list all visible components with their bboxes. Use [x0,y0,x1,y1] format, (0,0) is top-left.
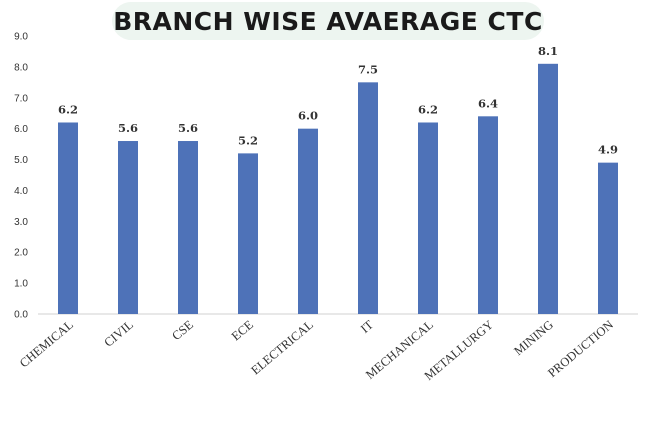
x-tick-label: CIVIL [101,318,136,350]
data-label: 8.1 [538,44,558,58]
y-tick-label: 5.0 [14,155,28,166]
y-tick-label: 6.0 [14,124,28,135]
y-tick-label: 2.0 [14,248,28,259]
y-tick-label: 8.0 [14,62,28,73]
y-tick-label: 9.0 [14,32,28,43]
x-tick-label: IT [358,317,376,336]
x-tick-label: ELECTRICAL [248,318,316,378]
data-label: 4.9 [598,143,618,157]
y-axis-ticks: 0.0 1.0 2.0 3.0 4.0 5.0 6.0 7.0 8.0 9.0 [14,32,28,321]
x-tick-label: CHEMICAL [17,318,76,371]
bar-cse [178,141,198,314]
x-tick-label: CSE [169,317,196,343]
x-tick-label: ECE [229,317,256,343]
chart-title: BRANCH WISE AVAERAGE CTC [113,6,543,36]
bar-ece [238,153,258,314]
data-label: 7.5 [358,62,378,76]
data-label: 6.2 [58,102,78,116]
bar-chemical [58,122,78,314]
bar-civil [118,141,138,314]
bar-electrical [298,128,318,314]
y-tick-label: 4.0 [14,186,28,197]
bar-mechanical [418,122,438,314]
y-tick-label: 1.0 [14,279,28,290]
bar-it [358,82,378,314]
y-tick-label: 0.0 [14,310,28,321]
bar-mining [538,63,558,314]
data-label: 6.4 [478,96,498,110]
data-label: 6.2 [418,102,438,116]
x-tick-label: PRODUCTION [545,318,616,381]
bar-production [598,162,618,314]
data-label: 5.6 [118,121,138,135]
data-labels: 6.2 5.6 5.6 5.2 6.0 7.5 6.2 6.4 8.1 4.9 [58,44,618,157]
data-label: 5.6 [178,121,198,135]
x-tick-label: MINING [511,318,556,359]
bar-metallurgy [478,116,498,314]
data-label: 6.0 [298,109,318,123]
y-tick-label: 7.0 [14,93,28,104]
y-tick-label: 3.0 [14,217,28,228]
data-label: 5.2 [238,133,258,147]
bars [58,63,618,314]
chart-title-banner: BRANCH WISE AVAERAGE CTC [112,2,544,40]
